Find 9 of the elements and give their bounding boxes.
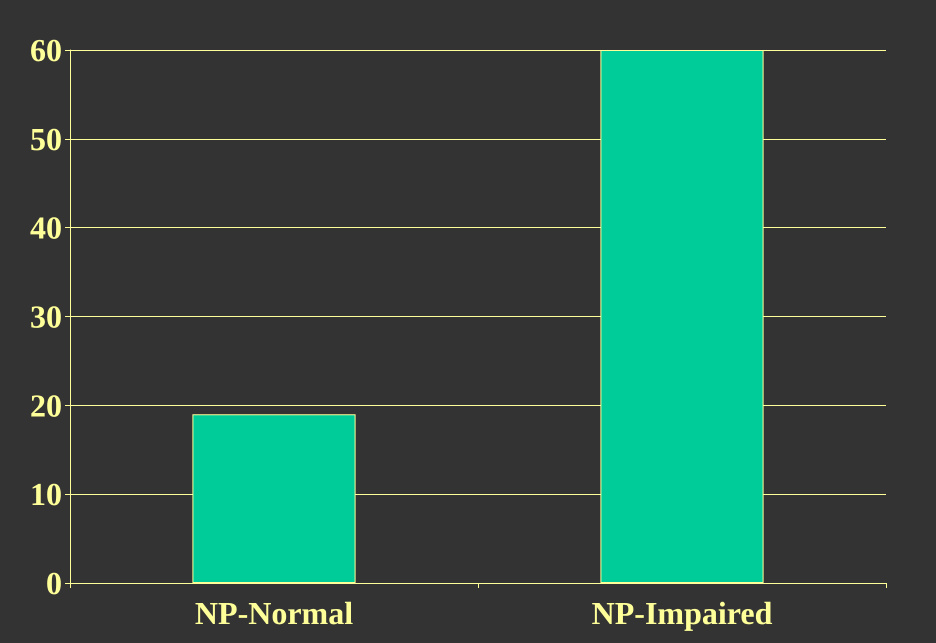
- y-tick-label: 50: [30, 120, 62, 157]
- y-tick-label: 0: [46, 565, 62, 601]
- y-tick-label: 30: [30, 298, 62, 334]
- x-tick-label: NP-Impaired: [592, 595, 773, 631]
- x-tick-label: NP-Normal: [194, 595, 354, 631]
- y-tick-label: 10: [30, 476, 62, 512]
- y-tick-label: 60: [30, 32, 62, 68]
- y-tick-label: 40: [30, 210, 62, 246]
- y-tick-label: 20: [30, 387, 62, 424]
